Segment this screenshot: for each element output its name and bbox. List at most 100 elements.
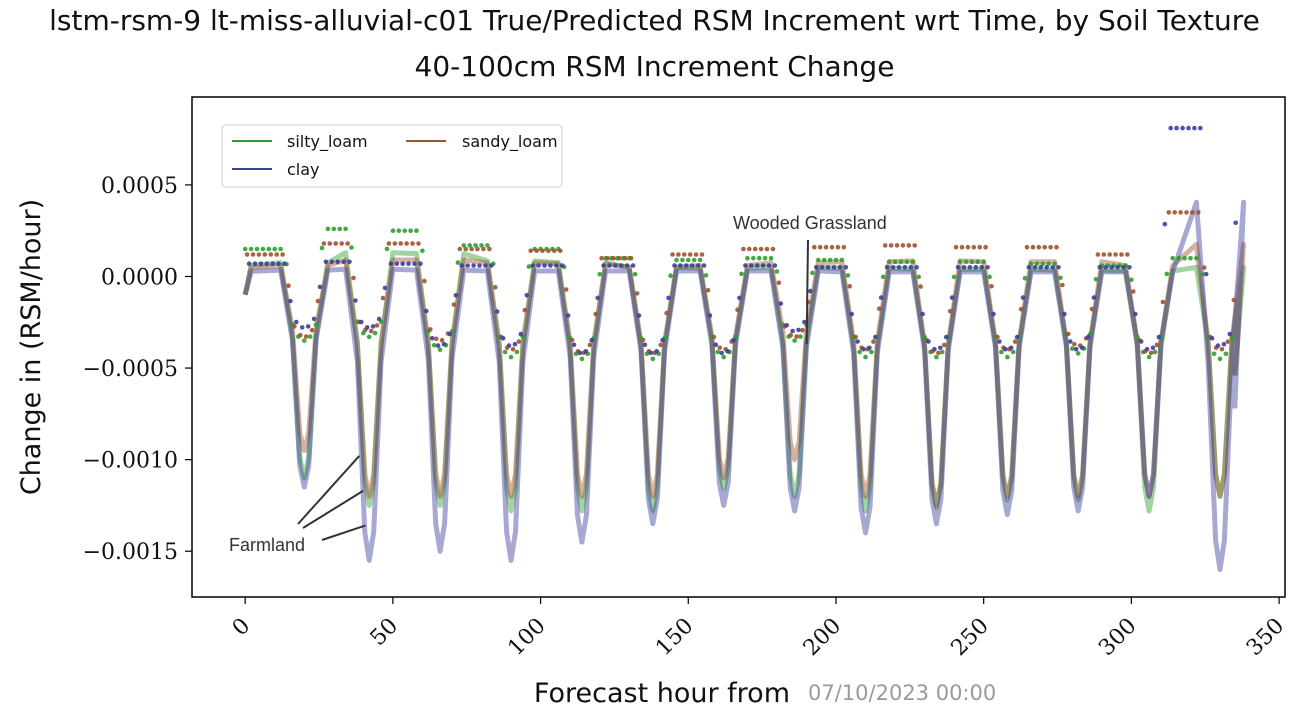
true-line-silty-loam (242, 250, 1247, 514)
pred-point (760, 263, 766, 268)
pred-point (485, 243, 490, 248)
pred-point (469, 246, 474, 252)
pred-point (292, 324, 297, 329)
pred-point (719, 350, 724, 356)
pred-point (774, 269, 780, 274)
pred-point (1221, 341, 1227, 347)
pred-point (1022, 276, 1028, 281)
pred-point (418, 261, 423, 267)
pred-point (1089, 306, 1095, 312)
pred-point (953, 244, 959, 250)
pred-point (1198, 125, 1203, 131)
pred-point (751, 255, 756, 261)
pred-point (558, 248, 563, 254)
pred-point (406, 261, 411, 267)
pred-point (1170, 255, 1175, 261)
pred-point (1052, 261, 1057, 267)
pred-point (439, 337, 445, 343)
pred-point (1115, 265, 1120, 270)
pred-point (814, 265, 819, 270)
pred-point (668, 273, 673, 279)
pred-point (453, 293, 459, 298)
pred-point (262, 252, 268, 257)
pred-point (664, 310, 669, 316)
pred-point (916, 274, 921, 280)
pred-point (1048, 244, 1053, 250)
pred-point (593, 311, 598, 317)
pred-point (563, 287, 569, 292)
pred-point (808, 288, 813, 294)
pred-point (684, 263, 689, 268)
pred-point (514, 349, 520, 355)
pred-point (272, 246, 278, 252)
pred-point (313, 322, 319, 327)
pred-point (882, 243, 888, 248)
pred-point (347, 259, 352, 265)
y-axis-label: Change in (RSM/hour) (16, 199, 47, 495)
pred-point (778, 301, 784, 306)
pred-point (1178, 210, 1183, 215)
pred-point (502, 349, 508, 355)
pred-point (528, 248, 533, 254)
pred-point (965, 244, 971, 250)
pred-point (455, 260, 461, 265)
pred-point (1215, 343, 1221, 348)
pred-point (487, 246, 492, 252)
pred-point (693, 252, 699, 257)
pred-point (579, 356, 585, 362)
pred-point (1091, 295, 1097, 300)
pred-point (260, 246, 266, 252)
pred-point (410, 241, 415, 246)
pred-point (829, 244, 835, 250)
y-tick-label: −0.0005 (83, 357, 178, 382)
pred-point (288, 298, 293, 304)
legend-label-sandy-loam: sandy_loam (462, 132, 558, 152)
pred-point (800, 327, 805, 333)
pred-point (607, 263, 612, 268)
pred-point (353, 298, 358, 303)
pred-point (429, 336, 435, 341)
pred-point (481, 246, 486, 252)
pred-point (810, 270, 815, 276)
pred-point (1209, 336, 1215, 341)
pred-point (343, 226, 348, 232)
pred-point (1172, 210, 1177, 215)
pred-point (370, 324, 376, 329)
pred-point (1146, 354, 1152, 360)
pred-point (542, 263, 547, 268)
pred-point (1062, 311, 1067, 317)
pred-point (565, 313, 571, 318)
pred-point (508, 354, 514, 360)
pred-point (552, 248, 557, 254)
pred-point (577, 350, 583, 356)
pred-point (731, 337, 736, 343)
y-tick-label: 0.0005 (101, 174, 178, 199)
annotation-layer: Farmland Wooded Grassland (229, 213, 887, 555)
pred-point (333, 241, 339, 246)
pred-point (658, 342, 663, 348)
pred-point (632, 271, 638, 277)
annotation-farmland-pointer (297, 455, 360, 525)
pred-point (969, 259, 975, 265)
pred-point (682, 252, 687, 257)
pred-point (1138, 339, 1144, 344)
pred-point (900, 243, 906, 248)
pred-point (898, 259, 904, 265)
pred-point (947, 308, 953, 314)
pred-point (451, 302, 457, 307)
pred-point (963, 259, 969, 265)
pred-point (747, 246, 752, 252)
pred-point (1217, 356, 1223, 362)
pred-point (278, 246, 283, 252)
pred-point (1030, 244, 1036, 250)
pred-point (1014, 334, 1020, 340)
pred-point (518, 331, 524, 337)
pred-point (331, 226, 337, 232)
pred-point (1107, 252, 1112, 257)
pred-point (1164, 271, 1170, 277)
pred-point (294, 319, 299, 325)
pred-point (1162, 221, 1168, 227)
pred-point (654, 349, 659, 354)
pred-point (307, 334, 313, 339)
pred-point (660, 337, 665, 343)
